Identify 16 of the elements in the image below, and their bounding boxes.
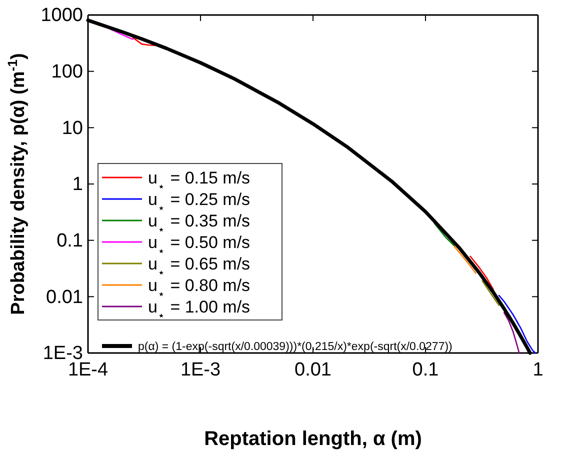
x-tick-label: 0.01 xyxy=(294,359,332,380)
y-tick-label: 0.01 xyxy=(46,286,83,308)
y-tick-label: 10 xyxy=(62,118,83,139)
x-tick-label: 0.1 xyxy=(412,359,439,380)
line-series xyxy=(503,312,520,354)
y-tick-label: 100 xyxy=(51,61,83,82)
line-series xyxy=(454,246,476,274)
y-tick-label: 1 xyxy=(72,174,83,196)
x-tick-label: 1E-3 xyxy=(180,359,221,380)
x-axis-title: Reptation length, α (m) xyxy=(204,428,422,450)
x-tick-label: 1 xyxy=(532,359,544,380)
y-tick-label: 1000 xyxy=(40,5,83,26)
x-tick-label: 1E-4 xyxy=(68,359,108,380)
legend-label: p(α) = (1-exp(-sqrt(x/0.00039)))*(0.215/x)*exp(-sqrt(x/0.0277)) xyxy=(138,341,453,353)
line-series xyxy=(482,280,500,306)
y-tick-label: 0.1 xyxy=(56,230,83,252)
